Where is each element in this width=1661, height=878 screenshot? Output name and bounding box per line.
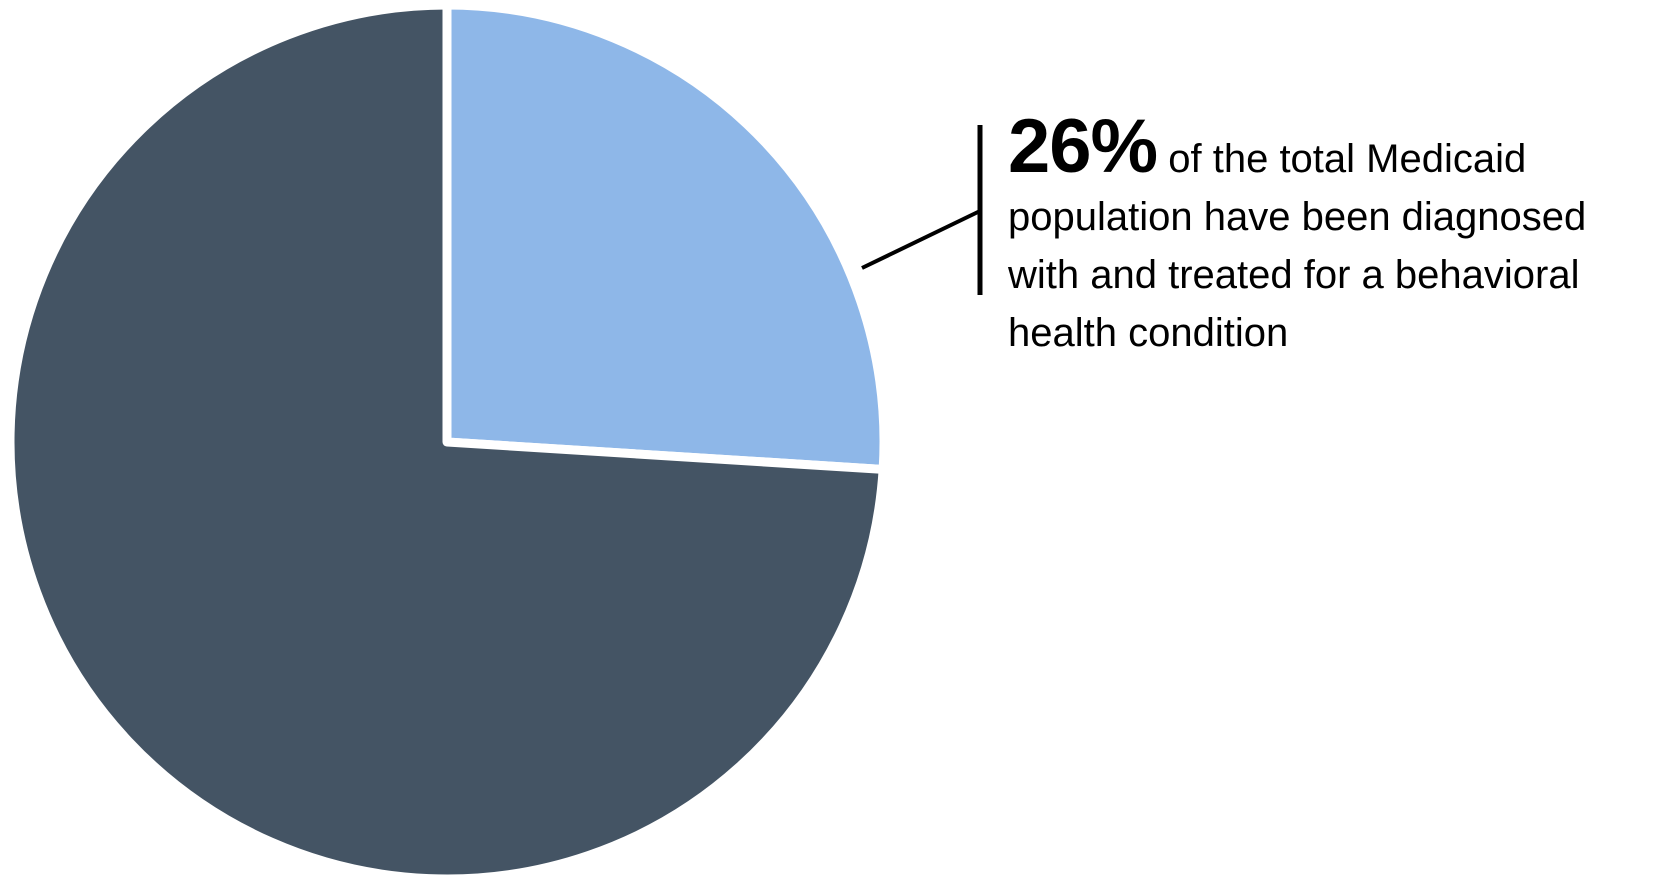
callout-leader-line xyxy=(861,209,981,270)
callout-value: 26% xyxy=(1008,104,1158,189)
callout-annotation: 26% of the total Medicaid population hav… xyxy=(1008,109,1648,362)
callout-text: of the total Medicaid population have be… xyxy=(1008,137,1587,355)
pie-slice-1 xyxy=(442,0,889,474)
pie-slice-2 xyxy=(5,0,888,878)
pie-slices xyxy=(5,0,889,878)
